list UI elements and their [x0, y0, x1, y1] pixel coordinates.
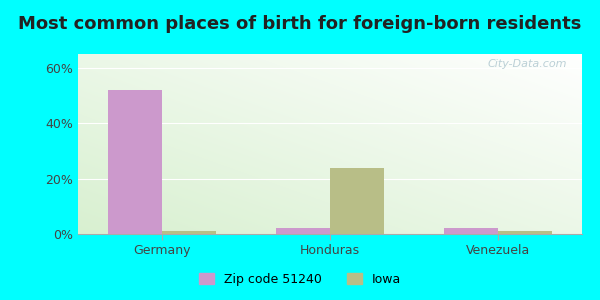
- Bar: [498, 231, 552, 234]
- Bar: [162, 231, 216, 234]
- Bar: [108, 90, 162, 234]
- Bar: [276, 229, 330, 234]
- Bar: [444, 229, 498, 234]
- Bar: [330, 167, 384, 234]
- Text: Most common places of birth for foreign-born residents: Most common places of birth for foreign-…: [19, 15, 581, 33]
- Text: City-Data.com: City-Data.com: [487, 59, 567, 69]
- Legend: Zip code 51240, Iowa: Zip code 51240, Iowa: [194, 268, 406, 291]
